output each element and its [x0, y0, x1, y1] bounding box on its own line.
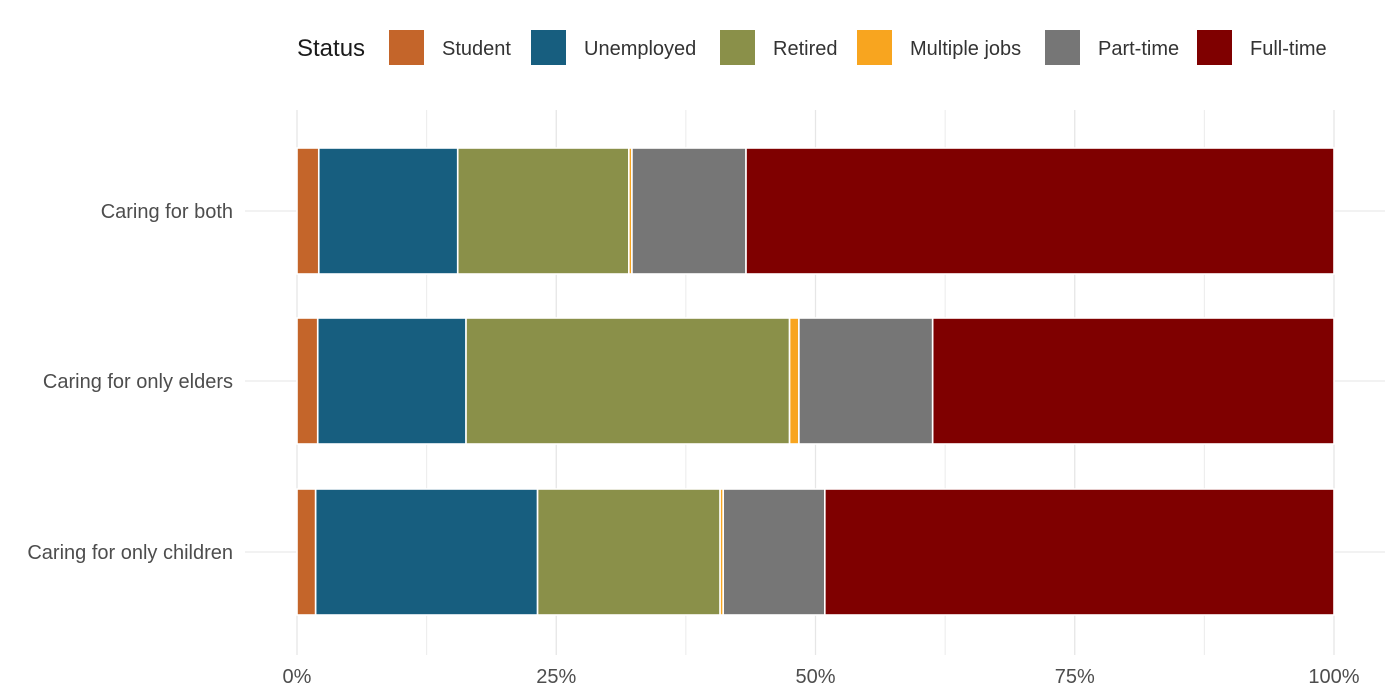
legend-label: Full-time [1250, 38, 1327, 60]
legend-title: Status [297, 35, 365, 62]
bar-row [296, 488, 1335, 616]
legend-key-retired [720, 30, 755, 65]
bar-segment-unemployed [317, 147, 459, 275]
bar-segment-unemployed [316, 317, 467, 445]
bars [296, 147, 1335, 616]
bar-segment-student [296, 147, 320, 275]
bar-segment-retired [536, 488, 721, 616]
legend-key-unemployed [531, 30, 566, 65]
legend-key-student [389, 30, 424, 65]
legend-label: Multiple jobs [910, 38, 1021, 60]
legend-key-full-time [1197, 30, 1232, 65]
bar-row [296, 147, 1335, 275]
legend: Status Student Unemployed Retired Multiple … [297, 30, 1327, 65]
bar-segment-student [296, 317, 319, 445]
legend-key-part-time [1045, 30, 1080, 65]
legend-label: Retired [773, 38, 837, 60]
bar-segment-part-time [722, 488, 826, 616]
bar-segment-retired [456, 147, 630, 275]
category-label: Caring for only children [27, 542, 233, 564]
x-tick-label: 100% [1308, 666, 1359, 688]
legend-key-multiple-jobs [857, 30, 892, 65]
x-tick-label: 0% [283, 666, 312, 688]
bar-segment-part-time [798, 317, 934, 445]
bar-segment-full-time [931, 317, 1335, 445]
bar-segment-part-time [631, 147, 747, 275]
bar-segment-full-time [745, 147, 1335, 275]
legend-label: Unemployed [584, 38, 696, 60]
x-tick-label: 75% [1055, 666, 1095, 688]
legend-label: Part-time [1098, 38, 1179, 60]
category-label: Caring for both [101, 201, 233, 223]
x-tick-label: 50% [795, 666, 835, 688]
legend-label: Student [442, 38, 511, 60]
x-tick-label: 25% [536, 666, 576, 688]
bar-segment-full-time [824, 488, 1335, 616]
y-axis: Caring for both Caring for only elders Car… [27, 201, 233, 564]
bar-segment-retired [465, 317, 791, 445]
bar-segment-student [296, 488, 317, 616]
x-axis: 0% 25% 50% 75% 100% [283, 666, 1360, 688]
bar-segment-unemployed [314, 488, 539, 616]
bar-segment-multiple-jobs [788, 317, 800, 445]
bar-row [296, 317, 1335, 445]
category-label: Caring for only elders [43, 371, 233, 393]
